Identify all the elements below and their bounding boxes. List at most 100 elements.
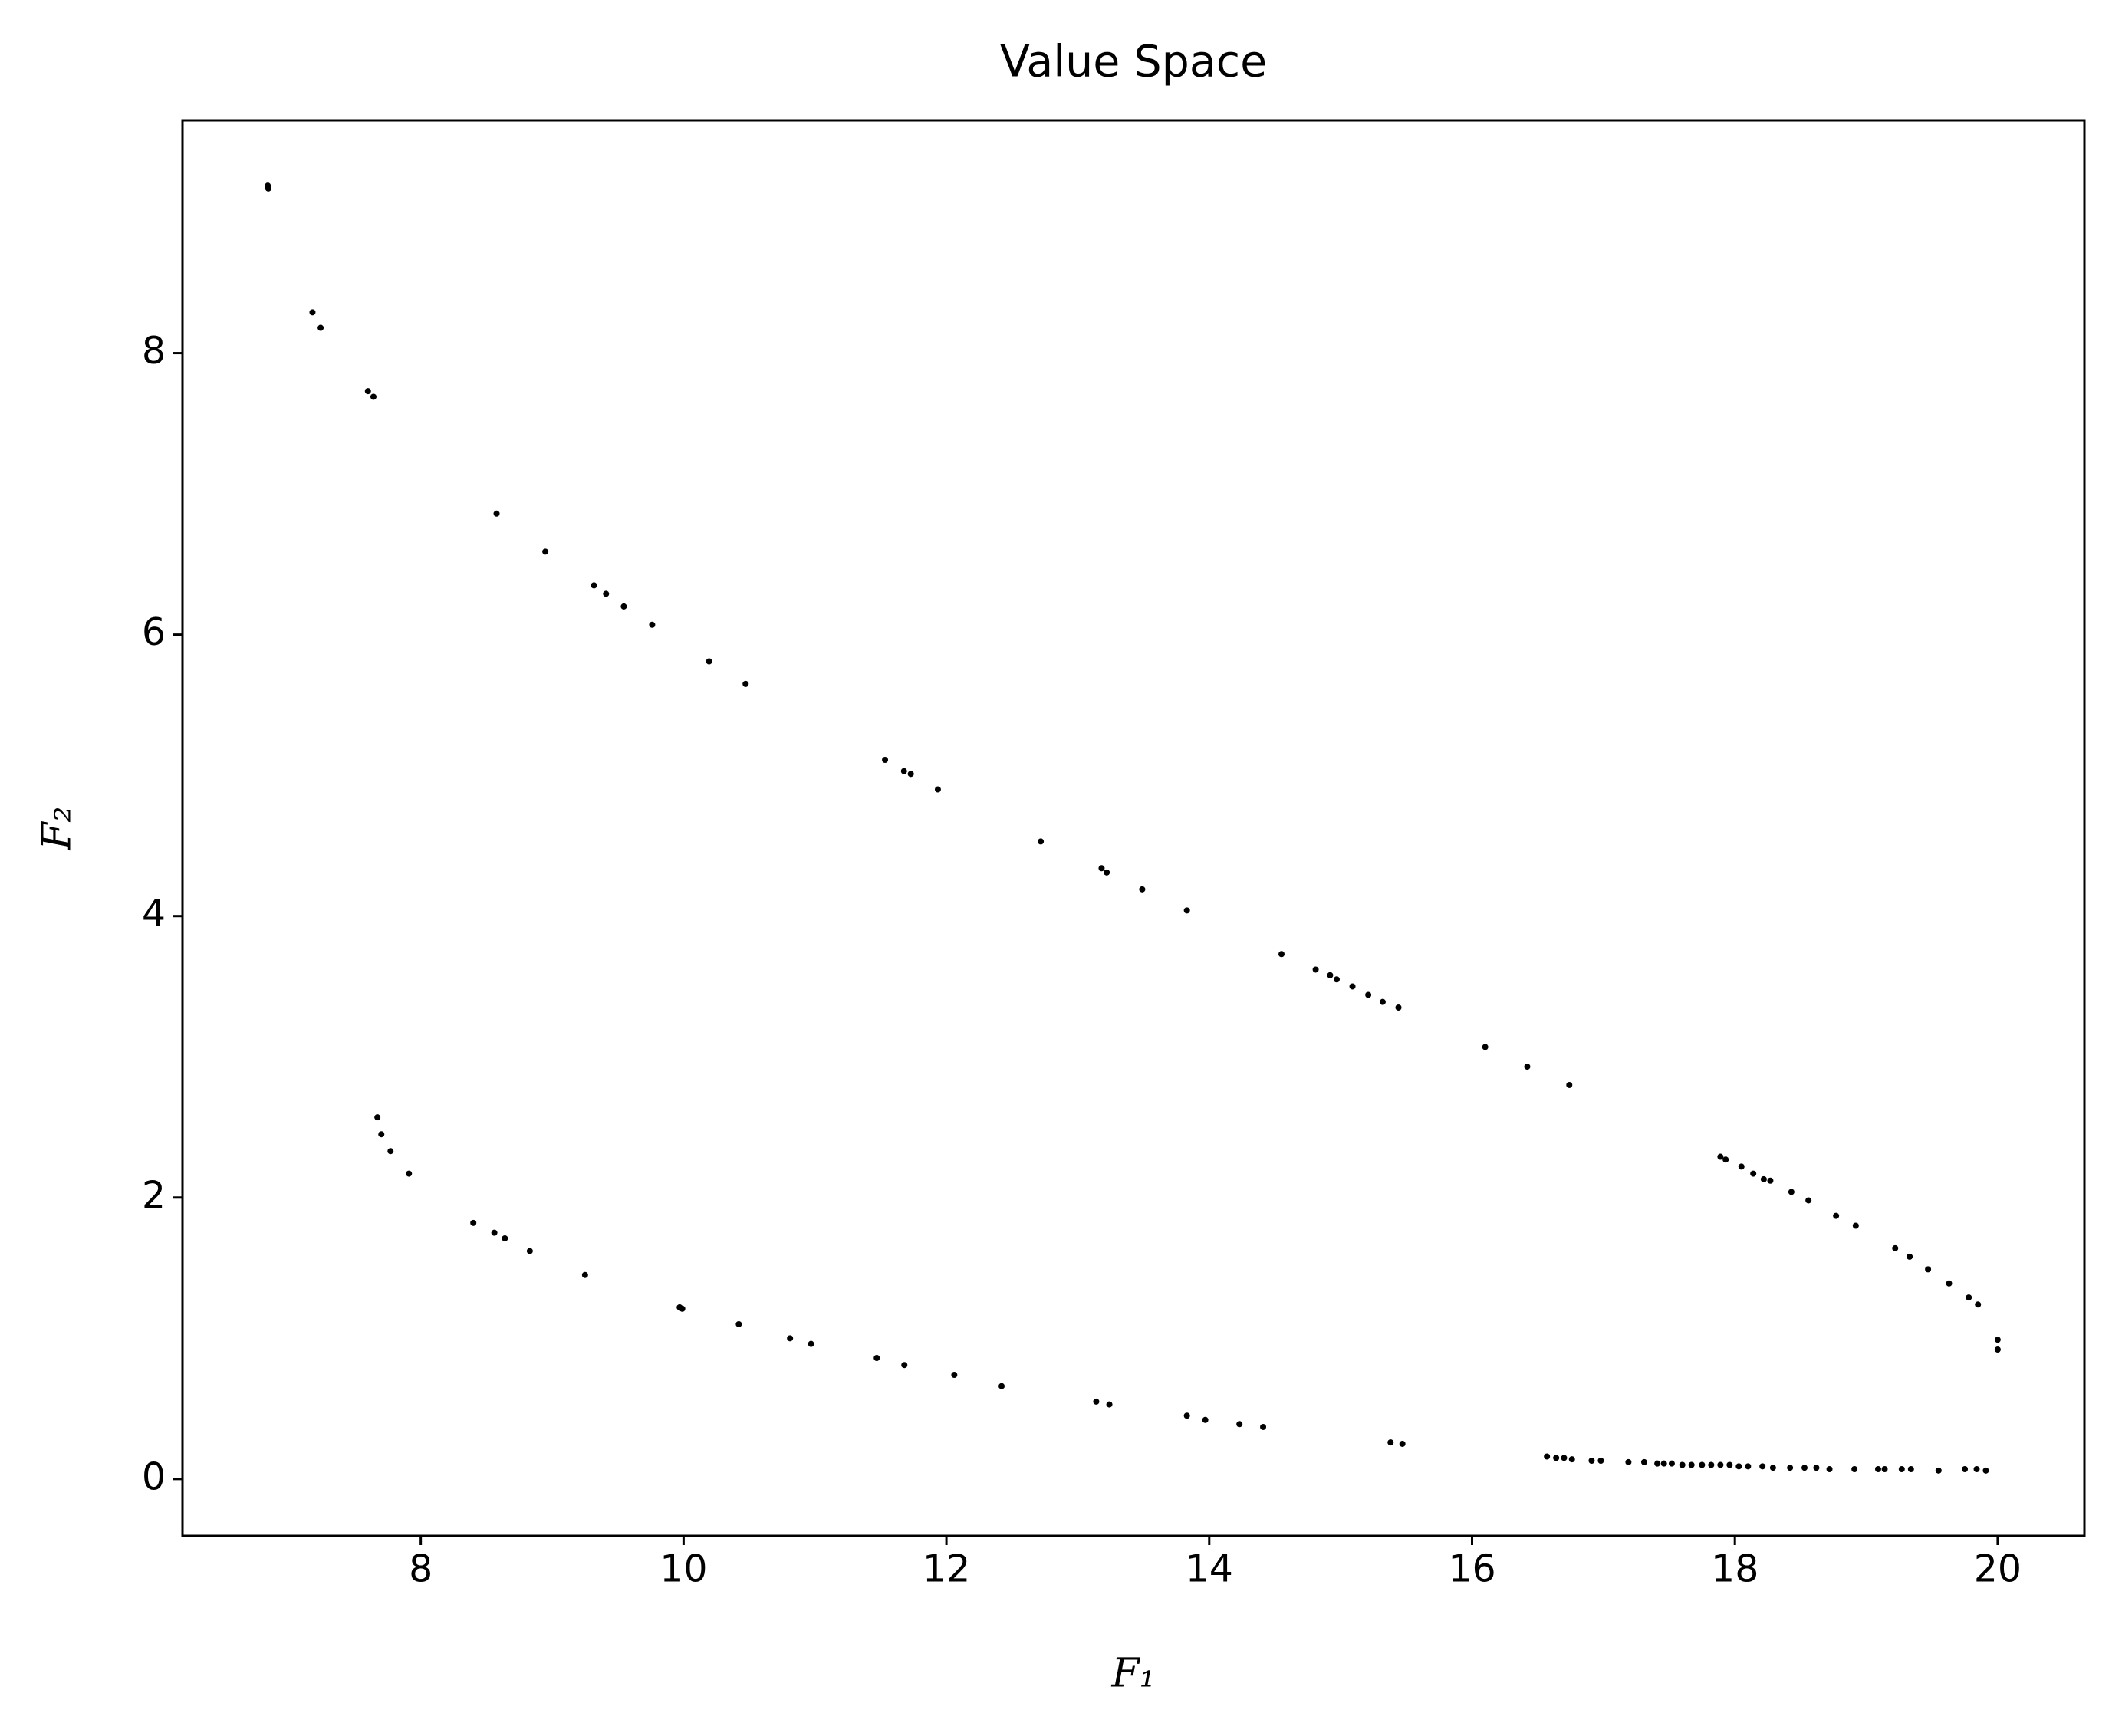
x-tick-label: 12 bbox=[923, 1547, 970, 1591]
point bbox=[1735, 1463, 1742, 1470]
point bbox=[591, 582, 597, 589]
point bbox=[1202, 1416, 1209, 1423]
point bbox=[470, 1219, 477, 1226]
point bbox=[1387, 1439, 1394, 1446]
point bbox=[1260, 1423, 1267, 1430]
point bbox=[603, 590, 610, 597]
point bbox=[1925, 1266, 1932, 1273]
point bbox=[1399, 1440, 1406, 1447]
point bbox=[1787, 1465, 1794, 1471]
point bbox=[1093, 1398, 1100, 1405]
point bbox=[742, 680, 749, 687]
point bbox=[934, 786, 941, 793]
point bbox=[1826, 1466, 1833, 1473]
point bbox=[1973, 1466, 1980, 1473]
y-tick-label: 8 bbox=[142, 329, 166, 373]
point bbox=[1946, 1280, 1953, 1287]
point bbox=[951, 1372, 958, 1379]
x-tick-label: 20 bbox=[1974, 1547, 2022, 1591]
point bbox=[1333, 976, 1340, 983]
point bbox=[1482, 1044, 1489, 1050]
point bbox=[378, 1131, 385, 1138]
point bbox=[364, 388, 371, 395]
point bbox=[1759, 1463, 1766, 1470]
point bbox=[1038, 838, 1045, 845]
point bbox=[1544, 1453, 1551, 1460]
point bbox=[1566, 1081, 1573, 1088]
point bbox=[808, 1340, 814, 1347]
point bbox=[998, 1383, 1005, 1389]
point bbox=[1561, 1455, 1568, 1461]
plot-frame bbox=[181, 119, 2086, 1537]
point bbox=[1625, 1458, 1632, 1465]
point bbox=[882, 756, 889, 763]
point bbox=[493, 510, 500, 517]
point bbox=[406, 1170, 413, 1177]
point bbox=[1098, 865, 1105, 872]
point bbox=[542, 548, 549, 555]
point bbox=[1760, 1175, 1767, 1182]
point bbox=[1349, 983, 1356, 990]
point bbox=[901, 1362, 908, 1369]
point bbox=[1805, 1197, 1812, 1204]
point bbox=[900, 768, 907, 774]
y-tick-label: 2 bbox=[142, 1173, 166, 1217]
y-axis-label: F₂ bbox=[35, 807, 81, 851]
point bbox=[735, 1320, 742, 1327]
point bbox=[1935, 1467, 1942, 1474]
point bbox=[1907, 1253, 1913, 1260]
point bbox=[1183, 1412, 1190, 1419]
point bbox=[1962, 1466, 1969, 1473]
y-tick-label: 0 bbox=[142, 1455, 166, 1498]
point bbox=[1654, 1460, 1661, 1467]
point bbox=[1395, 1004, 1402, 1011]
point bbox=[1767, 1177, 1774, 1184]
point bbox=[1907, 1466, 1914, 1473]
point bbox=[1524, 1064, 1531, 1070]
point bbox=[1892, 1244, 1899, 1251]
point bbox=[309, 309, 316, 316]
point bbox=[374, 1114, 381, 1121]
point bbox=[1975, 1301, 1982, 1308]
point bbox=[370, 393, 377, 400]
y-tick-label: 6 bbox=[142, 610, 166, 654]
chart-title: Value Space bbox=[1000, 37, 1267, 87]
point bbox=[1750, 1170, 1757, 1177]
point bbox=[1881, 1466, 1888, 1473]
point bbox=[679, 1305, 686, 1312]
point bbox=[1588, 1457, 1595, 1464]
point bbox=[1327, 972, 1334, 978]
point bbox=[1553, 1455, 1560, 1461]
point bbox=[1278, 951, 1285, 958]
point bbox=[265, 185, 271, 192]
point bbox=[491, 1229, 498, 1236]
point bbox=[1769, 1465, 1776, 1471]
point bbox=[649, 621, 656, 628]
point bbox=[1994, 1346, 2001, 1353]
point bbox=[1679, 1461, 1686, 1468]
point bbox=[502, 1235, 508, 1242]
point bbox=[1106, 1401, 1113, 1408]
point bbox=[1708, 1461, 1715, 1468]
point bbox=[706, 658, 712, 665]
point bbox=[1640, 1458, 1647, 1465]
point bbox=[1236, 1421, 1243, 1428]
point bbox=[620, 603, 627, 610]
point bbox=[317, 324, 324, 331]
y-tick-label: 4 bbox=[142, 892, 166, 935]
point bbox=[1738, 1163, 1745, 1170]
point bbox=[1104, 869, 1110, 876]
point bbox=[1833, 1212, 1840, 1219]
x-tick-label: 8 bbox=[409, 1547, 433, 1591]
point bbox=[1851, 1466, 1858, 1473]
point bbox=[1852, 1222, 1859, 1229]
point bbox=[1722, 1156, 1729, 1163]
point bbox=[1379, 998, 1386, 1005]
point bbox=[1966, 1294, 1972, 1301]
point bbox=[526, 1248, 533, 1254]
point bbox=[1668, 1460, 1675, 1467]
point bbox=[1139, 886, 1146, 893]
point bbox=[1312, 966, 1319, 973]
